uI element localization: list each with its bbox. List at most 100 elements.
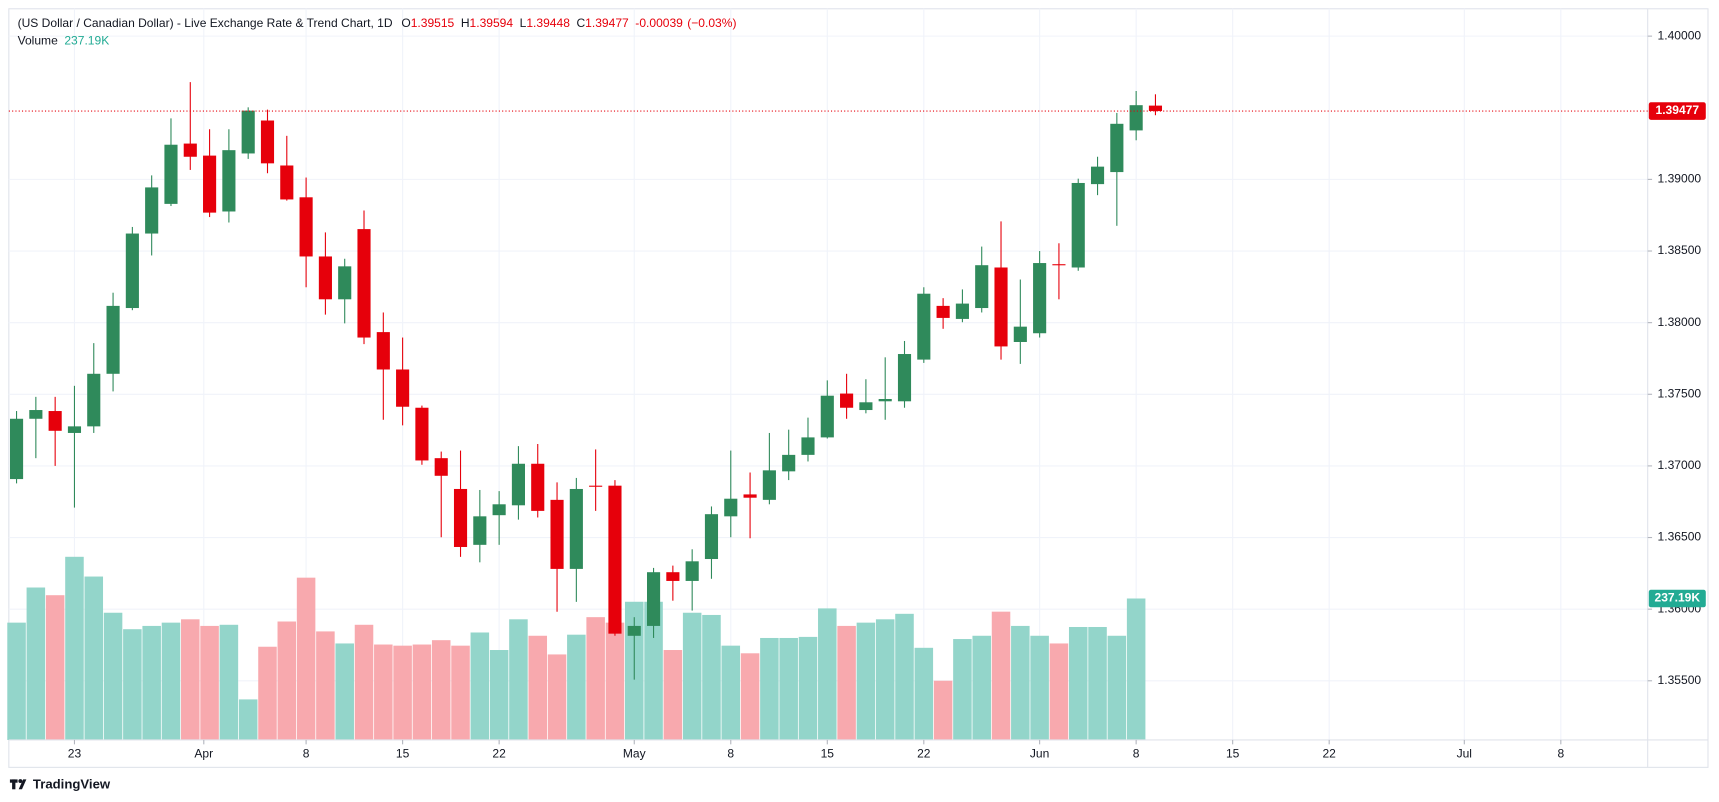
- volume-bar: [818, 608, 837, 740]
- volume-bar: [509, 619, 528, 740]
- x-tick-label: 22: [917, 746, 931, 760]
- candle-body: [608, 485, 622, 634]
- volume-bar: [605, 622, 625, 740]
- candle-body: [801, 437, 815, 455]
- candle-body: [743, 494, 757, 498]
- volume-bar: [895, 613, 914, 740]
- volume-bar: [1107, 635, 1127, 740]
- volume-bar: [914, 647, 934, 740]
- candle-body: [299, 197, 313, 257]
- x-tick-label: May: [623, 746, 646, 760]
- volume-bar: [431, 640, 451, 740]
- y-tick-label: 1.38500: [1658, 243, 1702, 257]
- candle-body: [724, 498, 738, 517]
- volume-bar: [933, 680, 953, 740]
- x-tick-label: 15: [396, 746, 410, 760]
- volume-bar: [721, 645, 741, 740]
- volume-bar: [1068, 626, 1088, 740]
- candle-body: [897, 354, 912, 402]
- candle-body: [550, 499, 564, 569]
- volume-bar: [181, 619, 200, 740]
- volume-name: Volume: [18, 34, 58, 48]
- candle-body: [782, 454, 796, 472]
- candle-body: [357, 229, 371, 338]
- candle-body: [685, 561, 699, 581]
- volume-bar: [123, 629, 142, 740]
- volume-bar: [65, 556, 84, 740]
- volume-bar: [161, 622, 181, 740]
- volume-bar: [663, 650, 683, 740]
- volume-bar: [586, 617, 605, 740]
- candle-body: [48, 411, 62, 431]
- candle-body: [145, 187, 159, 234]
- volume-bar: [374, 644, 393, 740]
- x-tick-label: 22: [492, 746, 506, 760]
- ohlc-label: H: [461, 16, 470, 30]
- y-tick-label: 1.37500: [1658, 386, 1702, 400]
- y-tick-label: 1.38000: [1658, 315, 1702, 329]
- x-tick-label: 15: [821, 746, 835, 760]
- candle-body: [917, 293, 931, 360]
- candle-body: [936, 305, 950, 318]
- candle-body: [203, 155, 217, 213]
- candle-body: [666, 572, 680, 581]
- candle-body: [878, 399, 892, 402]
- candle-body: [646, 572, 661, 626]
- volume-bar: [972, 635, 991, 740]
- volume-legend: Volume 237.19K: [18, 34, 110, 48]
- y-tick-label: 1.39000: [1658, 172, 1702, 186]
- candle-body: [453, 488, 468, 547]
- candle-body: [762, 470, 776, 500]
- volume-bar: [567, 634, 586, 740]
- logo-shape: [12, 779, 16, 790]
- candle-body: [569, 488, 583, 569]
- x-tick-label: Jul: [1457, 746, 1472, 760]
- candle-body: [955, 303, 969, 319]
- volume-bar: [875, 619, 895, 740]
- y-tick-label: 1.35500: [1658, 673, 1702, 687]
- y-tick-label: 1.36500: [1658, 530, 1702, 544]
- volume-bar: [1126, 598, 1146, 740]
- candle-body: [260, 120, 275, 164]
- volume-bar: [470, 632, 490, 740]
- volume-bar: [702, 614, 721, 740]
- candle-body: [589, 485, 603, 487]
- candle-body: [492, 504, 506, 516]
- x-tick-label: 15: [1226, 746, 1240, 760]
- candle-body: [106, 305, 120, 374]
- y-tick-label: 1.37000: [1658, 458, 1702, 472]
- volume-bar: [142, 625, 161, 740]
- volume-bar: [84, 576, 104, 740]
- volume-bar: [45, 595, 65, 740]
- ohlc-label: C: [576, 16, 585, 30]
- change-value: -0.00039: [635, 16, 683, 30]
- candle-body: [1071, 182, 1085, 268]
- volume-bar: [798, 636, 818, 740]
- candle-body: [511, 463, 526, 506]
- candle-body: [9, 418, 24, 480]
- candle-body: [415, 407, 429, 461]
- chart-title: (US Dollar / Canadian Dollar) - Live Exc…: [18, 16, 393, 30]
- volume-bar: [335, 643, 354, 740]
- candle-body: [1013, 326, 1027, 342]
- candle-body: [434, 458, 448, 476]
- legend-header: (US Dollar / Canadian Dollar) - Live Exc…: [18, 16, 737, 30]
- volume-bar: [740, 653, 760, 740]
- x-tick-label: 23: [68, 746, 82, 760]
- volume-bar: [26, 587, 46, 740]
- ohlc-value: 1.39515: [411, 16, 455, 30]
- change-percent: (−0.03%): [687, 16, 736, 30]
- volume-bar: [644, 601, 663, 740]
- logo-shape: [18, 779, 27, 790]
- volume-bar: [856, 622, 876, 740]
- volume-bar: [837, 625, 856, 740]
- x-tick-label: Jun: [1030, 746, 1049, 760]
- candle-body: [280, 165, 294, 200]
- candle-body: [29, 410, 43, 419]
- volume-bar: [451, 645, 470, 740]
- candle-body: [975, 265, 989, 309]
- candle-body: [87, 373, 101, 427]
- x-tick-label: 8: [303, 746, 310, 760]
- candle-body: [473, 516, 487, 545]
- x-tick-label: Apr: [194, 746, 213, 760]
